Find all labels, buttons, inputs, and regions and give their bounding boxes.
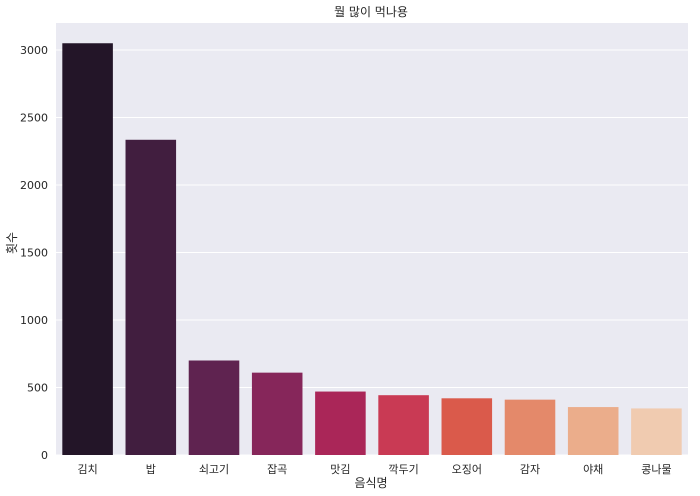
x-tick-label: 콩나물 xyxy=(641,463,671,476)
x-tick-label: 잡곡 xyxy=(267,463,287,476)
x-axis-title: 음식명 xyxy=(354,476,387,490)
y-axis-ticks: 0 500 1000 1500 2000 2500 3000 xyxy=(20,44,48,462)
x-tick-label: 오징어 xyxy=(452,463,482,476)
y-axis-title: 횟수 xyxy=(5,232,19,254)
bar xyxy=(315,391,366,455)
bar xyxy=(62,43,113,455)
bars xyxy=(62,43,682,455)
bar xyxy=(631,408,682,455)
y-tick-label: 2000 xyxy=(20,179,48,192)
x-tick-label: 야채 xyxy=(583,463,603,476)
y-tick-label: 1500 xyxy=(20,247,48,260)
chart-title: 뭘 많이 먹나용 xyxy=(334,5,408,19)
y-tick-label: 0 xyxy=(41,449,48,462)
x-axis-ticks: 김치 밥 쇠고기 잡곡 맛김 깍두기 오징어 감자 야채 콩나물 xyxy=(77,463,671,476)
bar xyxy=(504,399,556,455)
y-tick-label: 500 xyxy=(27,382,48,395)
x-tick-label: 김치 xyxy=(77,463,97,476)
bar xyxy=(251,372,303,455)
y-tick-label: 3000 xyxy=(20,44,48,57)
x-tick-label: 감자 xyxy=(520,463,540,476)
bar xyxy=(378,395,429,455)
x-tick-label: 쇠고기 xyxy=(199,463,229,476)
y-tick-label: 2500 xyxy=(20,112,48,125)
y-tick-label: 1000 xyxy=(20,314,48,327)
bar xyxy=(567,407,619,455)
bar xyxy=(188,360,240,455)
x-tick-label: 깍두기 xyxy=(388,463,418,476)
bar xyxy=(441,398,493,455)
x-tick-label: 밥 xyxy=(146,463,156,476)
x-tick-label: 맛김 xyxy=(330,463,350,476)
bar xyxy=(125,139,177,455)
